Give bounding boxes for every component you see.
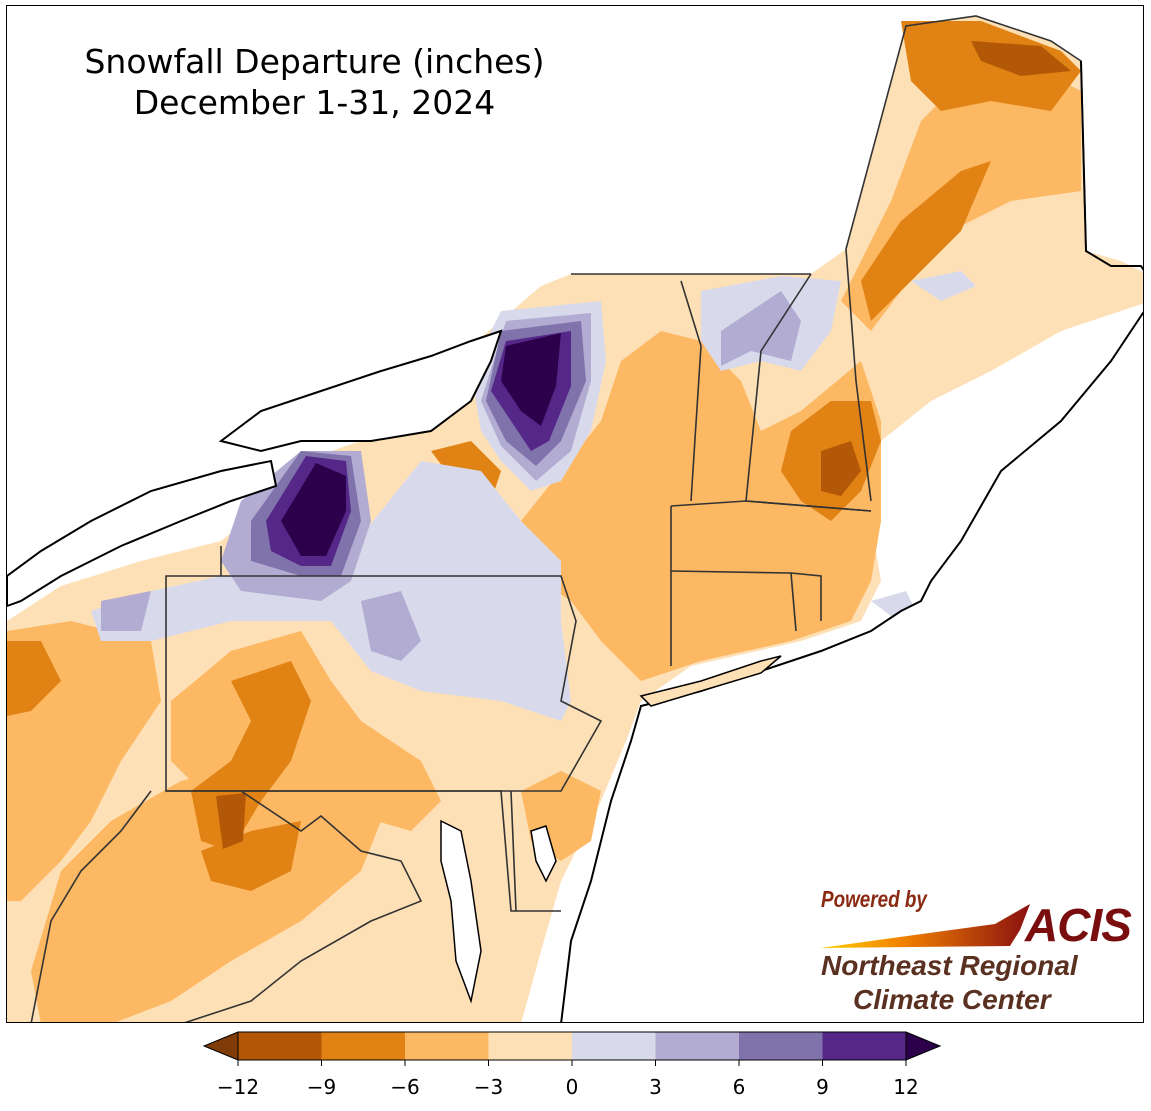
colorbar-tick-label: −9 xyxy=(306,1075,337,1099)
colorbar-bin xyxy=(822,1032,906,1060)
ct-ri-border xyxy=(670,570,822,621)
nrcc-logo: Powered by ACIS Northeast Regional Clima… xyxy=(815,884,1135,1022)
region-minus6-9-maine-n xyxy=(901,21,1081,111)
colorbar-tick-label: −3 xyxy=(473,1075,504,1099)
long-island xyxy=(639,655,782,707)
colorbar-tick-label: 3 xyxy=(649,1075,662,1099)
colorbar-bin xyxy=(655,1032,739,1060)
org-name-line2: Climate Center xyxy=(853,984,1051,1015)
colorbar-bin xyxy=(321,1032,405,1060)
colorbar-bin xyxy=(488,1032,572,1060)
ocean-atlantic xyxy=(560,311,1143,1022)
coastline xyxy=(1080,60,1143,271)
lake-ontario xyxy=(218,329,503,453)
region-minus6-9-west xyxy=(7,641,61,716)
region-over12-erie xyxy=(281,463,346,556)
colorbar-tick-label: 12 xyxy=(893,1075,919,1099)
map-panel: Snowfall Departure (inches) December 1-3… xyxy=(6,5,1144,1023)
region-3-6-pa xyxy=(361,591,421,661)
powered-by-label: Powered by xyxy=(821,886,927,912)
wv-west xyxy=(30,790,152,1022)
region-minus3-6-east xyxy=(521,331,881,681)
state-borders xyxy=(30,15,1087,1022)
colorbar-bin xyxy=(405,1032,489,1060)
snowfall-departure-map xyxy=(7,15,1143,1022)
region-3-6-vermont xyxy=(721,291,801,366)
md-border xyxy=(166,790,561,912)
org-name-line1: Northeast Regional xyxy=(821,950,1078,981)
map-title: Snowfall Departure (inches) xyxy=(84,42,545,81)
vt-border xyxy=(680,280,702,502)
acis-wordmark: ACIS xyxy=(1025,899,1132,951)
colorbar-bin xyxy=(572,1032,656,1060)
delaware-bay xyxy=(530,825,557,883)
map-subtitle: December 1-31, 2024 xyxy=(133,83,496,122)
colorbar-bin xyxy=(739,1032,823,1060)
colorbar-under-arrow xyxy=(202,1031,239,1061)
region-minus9-12-nh xyxy=(821,441,861,496)
region-minus9-12-wv xyxy=(216,793,246,849)
ma-border xyxy=(670,500,872,512)
colorbar-tick-label: 0 xyxy=(565,1075,579,1099)
colorbar-over-arrow xyxy=(905,1031,942,1061)
colorbar-tick-label: 6 xyxy=(732,1075,746,1099)
colorbar-bin xyxy=(238,1032,322,1060)
nh-maine-border xyxy=(845,248,872,502)
colorbar-tick-label: −6 xyxy=(390,1075,420,1099)
de-border xyxy=(510,790,517,912)
region-0-3-maine xyxy=(911,271,976,301)
acis-swoosh-icon xyxy=(820,904,1030,948)
chesapeake-bay xyxy=(440,819,482,1004)
region-3-6-west xyxy=(101,591,151,631)
region-minus6-9-wv xyxy=(201,821,301,891)
region-minus9-12-maine xyxy=(971,41,1071,76)
ri-border xyxy=(790,572,797,632)
colorbar-tick-label: −12 xyxy=(216,1075,260,1099)
colorbar-tick-label: 9 xyxy=(816,1075,829,1099)
region-over12-tug xyxy=(501,333,561,426)
lake-erie xyxy=(7,459,278,608)
colorbar-legend xyxy=(202,1031,942,1066)
wv-border xyxy=(184,790,423,1022)
region-minus6-9-maine-c xyxy=(861,161,991,321)
